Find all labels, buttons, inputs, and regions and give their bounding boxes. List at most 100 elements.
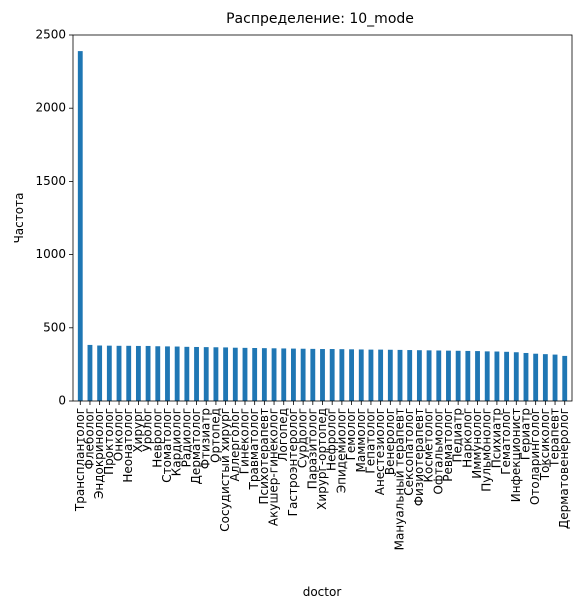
bar [242, 347, 248, 401]
x-tick-label: Офтальмолог [431, 408, 445, 495]
y-tick-label: 0 [58, 394, 66, 408]
bar [223, 347, 229, 401]
x-tick-label: Токсиколог [538, 408, 552, 481]
bar [126, 345, 132, 401]
x-tick-label: Паразитолог [305, 408, 319, 489]
bar [252, 348, 258, 401]
bar [203, 347, 209, 401]
y-axis: 0 500 1000 1500 2000 2500 [35, 28, 73, 408]
x-tick-label: Фтизиатр [199, 408, 213, 469]
bars-group [77, 51, 568, 401]
bar [494, 351, 500, 401]
x-tick-label: Эндокринолог [92, 408, 106, 499]
y-tick-label: 2000 [35, 101, 66, 115]
x-tick-label: Трансплантолог [73, 408, 87, 512]
x-tick-label: Неонатолог [121, 408, 135, 483]
y-tick-label: 1000 [35, 247, 66, 261]
bar [339, 349, 345, 401]
x-tick-label: Стоматолог [160, 408, 174, 483]
y-tick-label: 2500 [35, 28, 66, 42]
x-tick-label: Сурдолог [296, 408, 310, 468]
x-tick-label: Психиатр [489, 408, 503, 468]
x-tick-label: Пульмонолог [480, 408, 494, 492]
bar [349, 349, 354, 401]
x-tick-label: Нефролог [325, 408, 339, 471]
bar [194, 346, 199, 401]
x-tick-label: Психотерапевт [257, 408, 271, 505]
x-tick-label: Гемолог [344, 408, 358, 460]
x-tick-label: Гастроэнтеролог [286, 408, 300, 516]
plot-frame [72, 34, 573, 402]
bar [436, 350, 442, 401]
bar [513, 352, 519, 401]
bar [281, 348, 287, 401]
x-tick-label: Хирург-ортопед [315, 408, 329, 510]
bar [300, 348, 306, 401]
bar [416, 350, 422, 401]
bar [475, 351, 480, 401]
bar [533, 353, 539, 401]
x-tick-label: Анестезиолог [373, 408, 387, 495]
bar [387, 349, 393, 401]
y-tick-label: 500 [43, 320, 66, 334]
bar [97, 345, 103, 401]
x-tick-label: Маммолог [354, 408, 368, 472]
bar [271, 348, 277, 401]
x-tick-label: Эпидемиолог [334, 408, 348, 493]
bar [552, 354, 558, 401]
x-tick-label: Нарколог [460, 408, 474, 468]
x-tick-label: Отоларинголог [528, 408, 542, 505]
chart-title: Распределение: 10_mode [226, 11, 414, 27]
x-tick-label: Физиотерапевт [412, 408, 426, 506]
x-tick-label: Травматолог [247, 408, 261, 490]
bar [213, 347, 219, 401]
bar [320, 349, 325, 401]
x-tick-label: Флеболог [82, 408, 96, 469]
x-tick-label: Гематолог [499, 408, 513, 475]
bar [358, 349, 364, 401]
bar [87, 344, 93, 401]
x-tick-label: Гинеколог [237, 408, 251, 474]
bar [155, 346, 161, 401]
x-tick-label: Инфекционист [509, 408, 523, 502]
x-tick-label: Сексопатолог [402, 408, 416, 496]
bar [116, 345, 122, 401]
x-tick-label: Ревматолог [441, 408, 455, 482]
x-tick-label: Аллерголог [228, 408, 242, 482]
bar [368, 349, 374, 401]
bar [145, 345, 151, 401]
x-tick-label: Кардиолог [170, 408, 184, 476]
bar [329, 349, 335, 401]
x-tick-label: Дерматовенеролог [557, 408, 571, 529]
x-tick-label: Педиатр [451, 408, 465, 462]
x-tick-label: Радиолог [179, 408, 193, 467]
bar [397, 349, 403, 401]
x-axis: ТрансплантологФлебологЭндокринологПрокто… [73, 401, 571, 550]
bar [542, 354, 548, 401]
x-tick-label: Проктолог [102, 408, 116, 475]
bar [77, 51, 83, 401]
x-tick-label: Акушер-гинеколог [267, 408, 281, 526]
bar [261, 348, 267, 401]
y-tick-label: 1500 [35, 174, 66, 188]
bar [455, 350, 461, 401]
x-tick-label: Терапевт [548, 408, 562, 468]
bar [465, 350, 471, 401]
x-tick-label: Гепатолог [363, 408, 377, 474]
bar [310, 348, 316, 401]
bar [446, 350, 451, 401]
x-tick-label: Косметолог [422, 408, 436, 483]
bar [484, 351, 490, 401]
bar [378, 349, 384, 401]
bar [426, 350, 432, 401]
bar [407, 350, 413, 401]
x-tick-label: Логопед [276, 408, 290, 462]
bar [174, 346, 180, 401]
x-tick-label: Мануальный терапевт [393, 408, 407, 550]
x-tick-label: Невролог [150, 408, 164, 468]
x-tick-label: Иммунолог [470, 408, 484, 479]
bar [232, 347, 238, 401]
bar [165, 346, 170, 401]
